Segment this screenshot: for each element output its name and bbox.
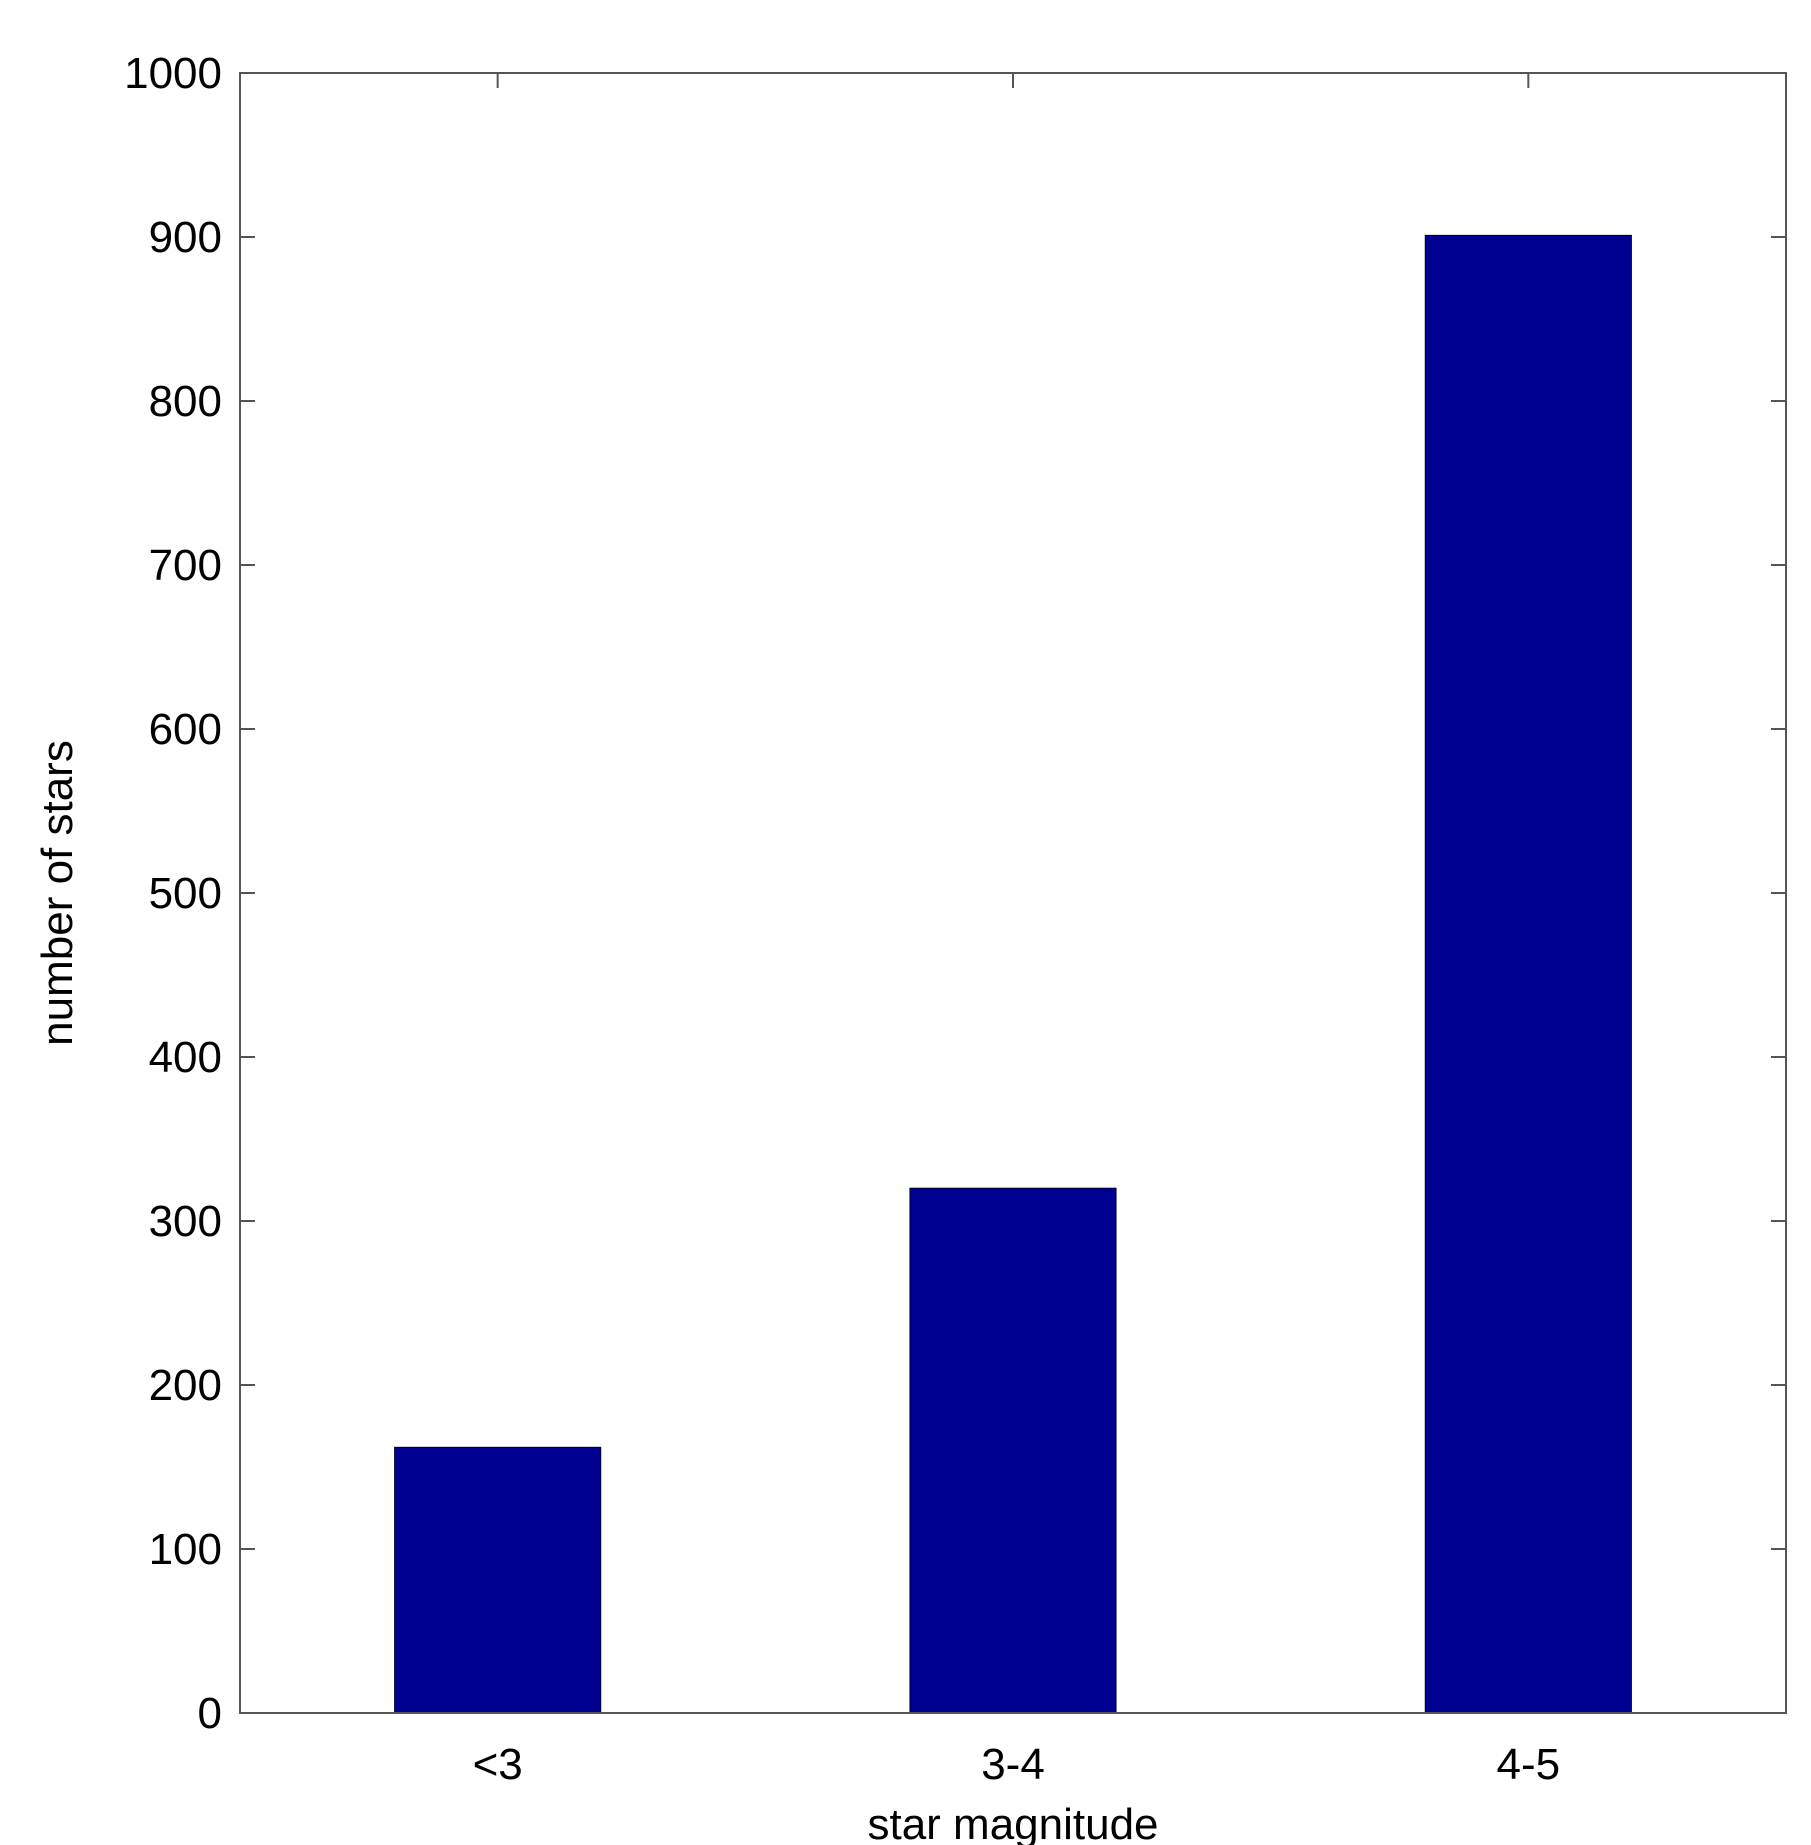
x-axis-title: star magnitude — [867, 1800, 1158, 1845]
y-axis-title: number of stars — [33, 740, 82, 1046]
y-ticks-group: 0 100 200 300 400 500 600 700 800 900 1000 — [124, 49, 1786, 1738]
x-ticks-group: <3 3-4 4-5 — [473, 73, 1561, 1789]
y-tick-label-9: 900 — [149, 213, 222, 262]
y-tick-label-3: 300 — [149, 1197, 222, 1246]
bar-1 — [909, 1187, 1117, 1714]
bar-0 — [394, 1446, 602, 1714]
y-tick-label-5: 500 — [149, 869, 222, 918]
bar-2 — [1424, 234, 1632, 1714]
y-tick-label-8: 800 — [149, 377, 222, 426]
bars-group — [394, 234, 1632, 1714]
y-tick-label-6: 600 — [149, 705, 222, 754]
x-tick-label-1: 3-4 — [981, 1740, 1045, 1789]
x-tick-label-0: <3 — [473, 1740, 523, 1789]
x-tick-label-2: 4-5 — [1497, 1740, 1561, 1789]
y-tick-label-1: 100 — [149, 1525, 222, 1574]
y-tick-label-4: 400 — [149, 1033, 222, 1082]
plot-frame — [239, 72, 1787, 1714]
y-tick-label-0: 0 — [198, 1689, 222, 1738]
y-tick-label-10: 1000 — [124, 49, 222, 98]
y-tick-label-7: 700 — [149, 541, 222, 590]
y-tick-label-2: 200 — [149, 1361, 222, 1410]
